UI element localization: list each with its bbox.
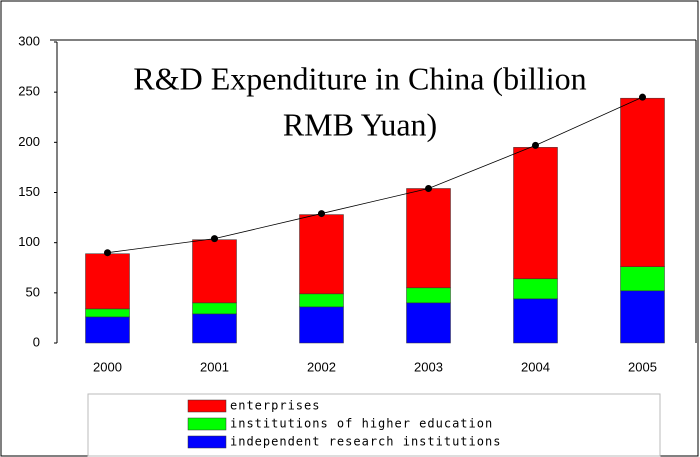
legend-swatch — [187, 399, 227, 413]
x-tick-label: 2000 — [93, 359, 122, 374]
chart-title: RMB Yuan) — [283, 106, 437, 142]
total-point — [425, 184, 432, 192]
legend-label: institutions of higher education — [230, 417, 493, 431]
bar-segment — [620, 290, 665, 344]
legend-swatch — [187, 417, 227, 431]
x-tick-label: 2002 — [307, 359, 336, 374]
bar-segment — [406, 302, 451, 344]
x-tick-label: 2001 — [200, 359, 229, 374]
x-tick-label: 2005 — [628, 359, 657, 374]
bar-segment — [299, 306, 344, 344]
bar-segment — [513, 147, 558, 280]
legend-swatch — [187, 435, 227, 449]
bar-segment — [192, 302, 237, 315]
y-tick-label: 0 — [33, 334, 40, 349]
x-tick-label: 2003 — [414, 359, 443, 374]
y-tick-label: 250 — [18, 84, 40, 99]
bar-segment — [620, 97, 665, 267]
bar-segment — [192, 313, 237, 344]
bar-segment — [85, 316, 130, 344]
chart-title: R&D Expenditure in China (billion — [133, 60, 586, 96]
legend-label: independent research institutions — [230, 435, 501, 449]
y-tick-label: 200 — [18, 134, 40, 149]
bar-segment — [299, 214, 344, 295]
bar-segment — [620, 266, 665, 292]
y-tick-label: 150 — [18, 184, 40, 199]
bar-segment — [406, 287, 451, 304]
bar-segment — [513, 298, 558, 344]
total-point — [639, 93, 646, 101]
total-point — [318, 210, 325, 218]
bar-segment — [406, 188, 451, 289]
legend-box — [87, 393, 661, 457]
total-line — [107, 96, 643, 254]
y-tick-label: 100 — [18, 234, 40, 249]
legend-label: enterprises — [230, 399, 320, 413]
total-point — [104, 249, 111, 257]
bar-segment — [192, 239, 237, 304]
total-point — [532, 141, 539, 149]
y-tick-label: 50 — [26, 284, 40, 299]
total-point — [211, 235, 218, 243]
bar-segment — [85, 308, 130, 318]
bar-segment — [299, 293, 344, 308]
y-tick-label: 300 — [18, 33, 40, 48]
bar-segment — [513, 278, 558, 300]
bar-segment — [85, 253, 130, 310]
x-tick-label: 2004 — [521, 359, 550, 374]
